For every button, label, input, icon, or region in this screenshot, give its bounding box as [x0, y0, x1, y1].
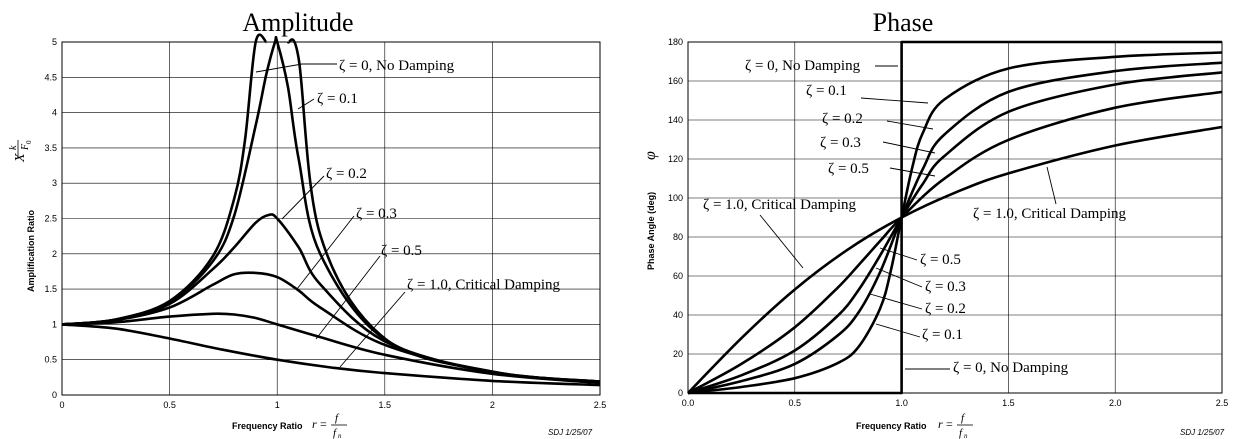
- svg-text:r: r: [938, 417, 943, 431]
- amplitude-x-axis-label: Frequency Ratio: [232, 421, 303, 431]
- phase-x-tick-label: 1.5: [1002, 398, 1015, 408]
- phase-y-tick-label: 0: [678, 388, 683, 398]
- svg-text:0: 0: [25, 140, 33, 144]
- amplitude-y-ticks: 0 0.5 1 1.5 2 2.5 3 3.5 4 4.5 5: [44, 37, 57, 400]
- amplitude-y-tick-label: 3: [52, 178, 57, 188]
- phase-y-ticks: 0 20 40 60 80 100 120 140 160 180: [668, 37, 683, 398]
- svg-text:F: F: [20, 143, 31, 151]
- phase-y-tick-label: 100: [668, 193, 683, 203]
- ph-label-zeta-0.1-top: ζ = 0.1: [806, 83, 847, 99]
- amplitude-series-zeta-0.3: [61, 271, 601, 384]
- amplitude-series-zeta-0.2: [61, 213, 601, 383]
- amplitude-y-tick-label: 4.5: [44, 72, 57, 82]
- ph-label-zeta-1.0-left: ζ = 1.0, Critical Damping: [703, 197, 856, 213]
- ph-label-zeta-0-bottom: ζ = 0, No Damping: [953, 360, 1069, 376]
- ph-label-zeta-1.0-right: ζ = 1.0, Critical Damping: [973, 206, 1126, 222]
- svg-text:X: X: [13, 153, 28, 163]
- amp-label-zeta-0.5: ζ = 0.5: [381, 243, 422, 259]
- svg-text:f: f: [333, 427, 338, 439]
- phase-y-tick-label: 180: [668, 37, 683, 47]
- phase-y-tick-label: 20: [673, 349, 683, 359]
- phase-y-tick-label: 60: [673, 271, 683, 281]
- phase-y-tick-label: 120: [668, 154, 683, 164]
- phase-series-zeta-0.3: [687, 71, 1223, 395]
- svg-text:=: =: [320, 417, 327, 431]
- svg-text:f: f: [959, 427, 964, 439]
- amp-leaders: [255, 63, 406, 368]
- amplitude-y-tick-label: 0.5: [44, 355, 57, 365]
- phase-chart: Phase 0 20 40 60 80 100 120 140 160 180 0.0 0.5 1.0…: [642, 8, 1228, 439]
- ph-label-zeta-0.5-bottom: ζ = 0.5: [920, 252, 961, 268]
- amplitude-chart: Amplitude 0 0.5 1 1.5 2 2.5 3 3.5 4 4.5 5 0 0.5 1 1.5…: [8, 8, 606, 439]
- phase-x-symbol: r = f f n: [938, 412, 973, 439]
- amplitude-y-tick-label: 2: [52, 249, 57, 259]
- amp-label-zeta-1.0: ζ = 1.0, Critical Damping: [407, 277, 560, 293]
- amp-label-zeta-0.1: ζ = 0.1: [317, 91, 358, 107]
- ph-label-zeta-0.1-bottom: ζ = 0.1: [922, 327, 963, 343]
- amplitude-x-ticks: 0 0.5 1 1.5 2 2.5: [59, 400, 606, 410]
- svg-text:n: n: [338, 432, 342, 439]
- phase-x-ticks: 0.0 0.5 1.0 1.5 2.0 2.5: [682, 398, 1229, 408]
- amplitude-x-symbol: r = f f n: [312, 412, 347, 439]
- ph-label-zeta-0.5-top: ζ = 0.5: [828, 161, 869, 177]
- svg-text:k: k: [8, 145, 19, 150]
- amplitude-series-zeta-0-branch-left: [61, 33, 268, 326]
- svg-text:f: f: [335, 412, 340, 424]
- amplitude-y-tick-label: 1: [52, 319, 57, 329]
- amplitude-x-tick-label: 0: [59, 400, 64, 410]
- phase-series-zeta-0.2: [687, 61, 1223, 395]
- amplitude-y-tick-label: 4: [52, 108, 57, 118]
- phase-x-tick-label: 0.5: [789, 398, 802, 408]
- ph-label-zeta-0.2-bottom: ζ = 0.2: [925, 301, 966, 317]
- amplitude-y-tick-label: 1.5: [44, 284, 57, 294]
- ph-label-zeta-0.3-bottom: ζ = 0.3: [925, 279, 966, 295]
- phase-x-axis-label: Frequency Ratio: [856, 421, 927, 431]
- svg-text:n: n: [964, 432, 968, 439]
- phase-curves: [687, 40, 1223, 395]
- phase-x-tick-label: 0.0: [682, 398, 695, 408]
- phase-y-tick-label: 160: [668, 76, 683, 86]
- phase-y-tick-label: 140: [668, 115, 683, 125]
- amplitude-y-axis-label: Amplification Ratio: [26, 209, 36, 292]
- phase-y-tick-label: 80: [673, 232, 683, 242]
- phase-leaders: [759, 65, 1057, 370]
- phase-y-axis-label: Phase Angle (deg): [646, 192, 656, 270]
- amplitude-x-tick-label: 1.5: [379, 400, 392, 410]
- amplitude-x-tick-label: 2: [490, 400, 495, 410]
- amplitude-y-tick-label: 5: [52, 37, 57, 47]
- phase-y-symbol: φ: [642, 151, 659, 160]
- ph-label-zeta-0.3-top: ζ = 0.3: [820, 135, 861, 151]
- amplitude-series-zeta-0.1: [61, 35, 601, 383]
- amplitude-x-tick-label: 2.5: [594, 400, 607, 410]
- amp-label-zeta-0: ζ = 0, No Damping: [339, 58, 455, 74]
- ph-label-zeta-0-top: ζ = 0, No Damping: [745, 58, 861, 74]
- amplitude-series-zeta-0.5: [61, 312, 601, 385]
- phase-y-tick-label: 40: [673, 310, 683, 320]
- amplitude-y-tick-label: 3.5: [44, 143, 57, 153]
- phase-x-tick-label: 1.0: [895, 398, 908, 408]
- amplitude-signature: SDJ 1/25/07: [548, 428, 593, 437]
- phase-x-tick-label: 2.0: [1109, 398, 1122, 408]
- svg-text:=: =: [946, 417, 953, 431]
- phase-series-zeta-1: [687, 125, 1223, 394]
- ph-label-zeta-0.2-top: ζ = 0.2: [822, 111, 863, 127]
- phase-title: Phase: [873, 8, 934, 37]
- svg-text:r: r: [312, 417, 317, 431]
- svg-text:f: f: [961, 412, 966, 424]
- amplitude-y-symbol: X k F 0: [8, 140, 33, 163]
- amplitude-y-tick-label: 2.5: [44, 214, 57, 224]
- amplitude-title: Amplitude: [242, 8, 353, 37]
- amplitude-x-tick-label: 1: [275, 400, 280, 410]
- amplitude-y-tick-label: 0: [52, 390, 57, 400]
- phase-x-tick-label: 2.5: [1216, 398, 1229, 408]
- amplitude-x-tick-label: 0.5: [163, 400, 176, 410]
- phase-signature: SDJ 1/25/07: [1180, 428, 1225, 437]
- amplitude-curves: [61, 33, 601, 387]
- amp-label-zeta-0.2: ζ = 0.2: [326, 166, 367, 182]
- amp-label-zeta-0.3: ζ = 0.3: [356, 206, 397, 222]
- amplitude-plot-frame: [61, 41, 601, 396]
- phase-series-zeta-0.5: [687, 90, 1223, 395]
- amplitude-series-zeta-1: [61, 323, 601, 387]
